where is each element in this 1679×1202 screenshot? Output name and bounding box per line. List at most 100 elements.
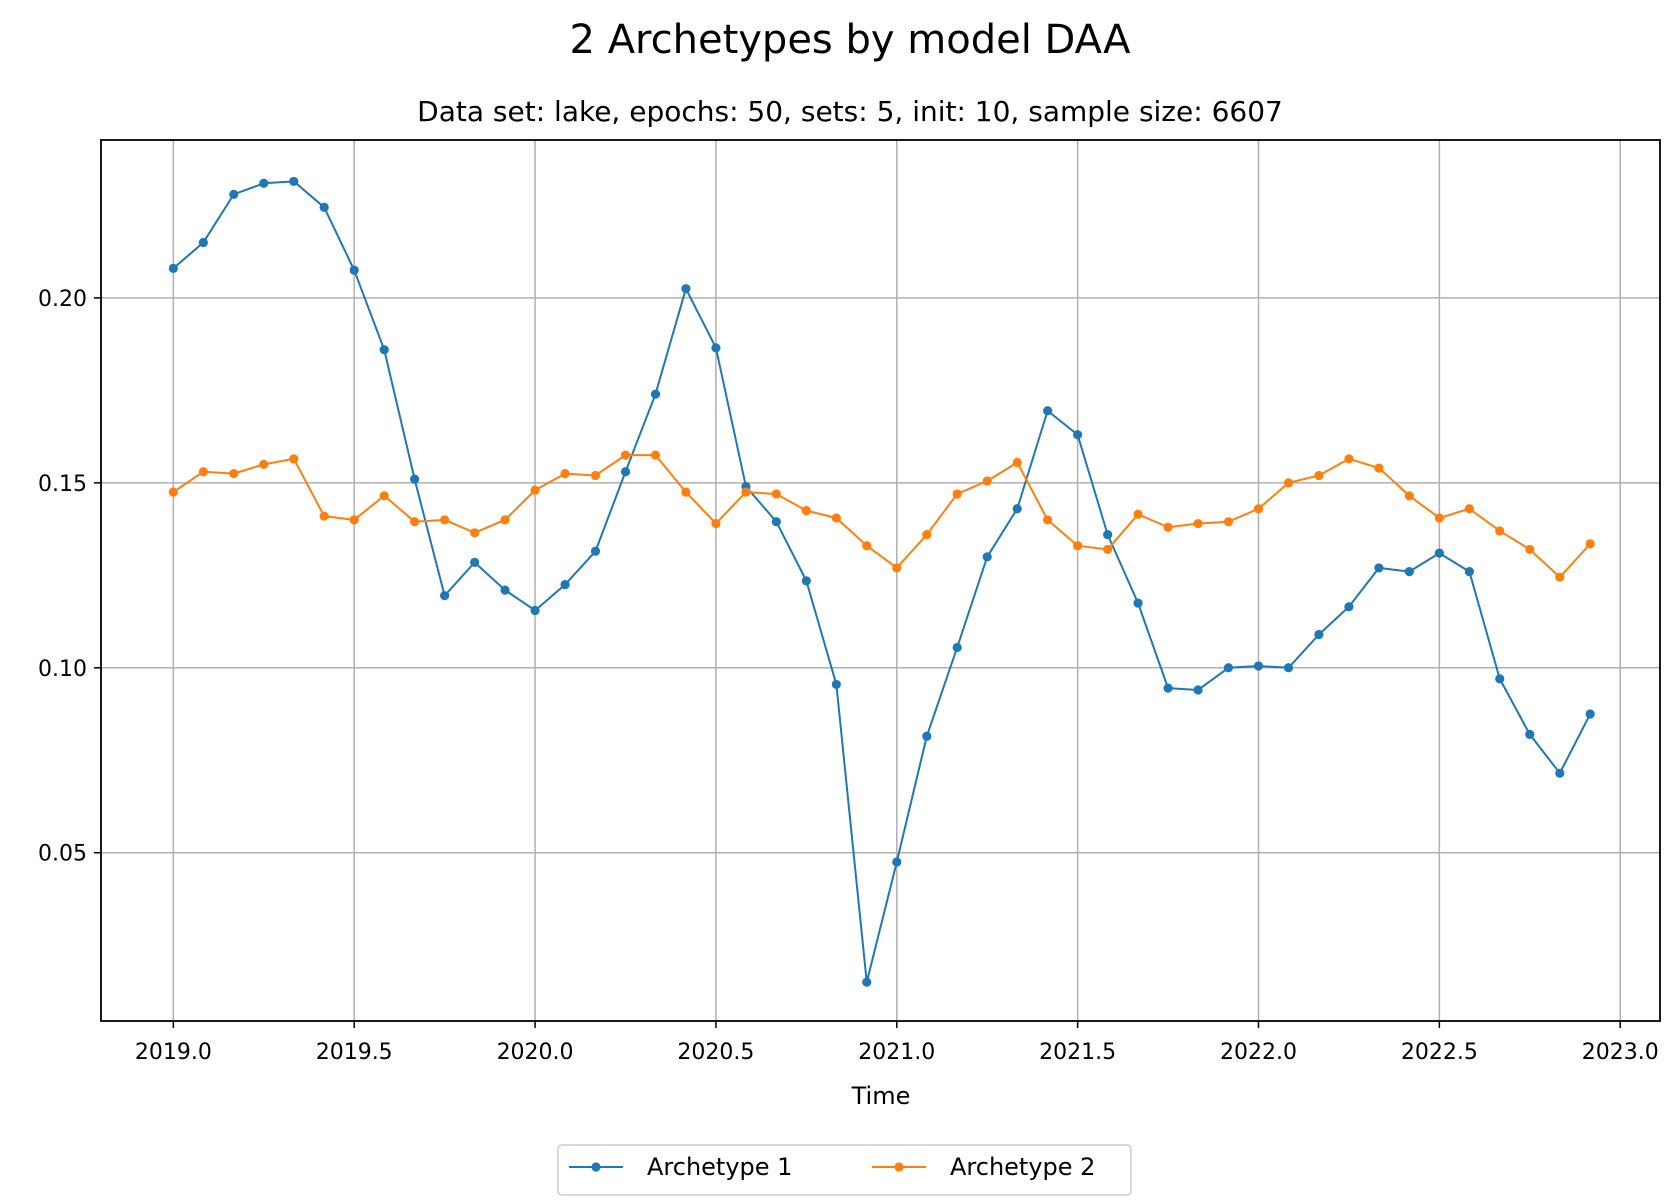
- y-tick-label: 0.10: [38, 657, 87, 682]
- data-point: [831, 679, 841, 690]
- plot-series: [168, 176, 1595, 987]
- data-point: [470, 528, 480, 538]
- y-tick-label: 0.15: [38, 472, 87, 497]
- data-point: [982, 552, 992, 562]
- data-point: [349, 265, 359, 275]
- data-point: [1464, 567, 1474, 577]
- data-point: [168, 487, 178, 497]
- data-point: [1193, 685, 1203, 695]
- data-point: [1344, 602, 1354, 612]
- data-point: [1193, 518, 1203, 529]
- data-point: [1073, 430, 1083, 440]
- data-point: [892, 563, 902, 573]
- data-point: [1464, 504, 1474, 514]
- data-point: [1073, 541, 1083, 551]
- legend-items: Archetype 1 Archetype 2: [569, 1153, 1095, 1181]
- data-point: [952, 642, 962, 653]
- data-point: [620, 467, 631, 477]
- chart-subtitle: Data set: lake, epochs: 50, sets: 5, ini…: [417, 95, 1283, 128]
- y-tick-label: 0.20: [38, 287, 87, 312]
- data-point: [1555, 768, 1565, 778]
- data-point: [410, 474, 420, 484]
- data-point: [711, 343, 721, 353]
- data-point: [1283, 478, 1294, 488]
- x-tick-label: 2021.5: [1039, 1040, 1116, 1065]
- x-tick-label: 2023.0: [1582, 1040, 1659, 1065]
- data-point: [892, 857, 902, 867]
- data-point: [1585, 709, 1595, 719]
- data-point: [379, 491, 389, 501]
- data-point: [1043, 406, 1053, 416]
- series-line-1: [172, 180, 1592, 984]
- series-line-2: [172, 454, 1591, 579]
- data-point: [982, 476, 992, 486]
- x-tick-label: 2020.0: [497, 1040, 574, 1065]
- data-point: [681, 284, 691, 294]
- data-point: [560, 469, 570, 479]
- legend-label: Archetype 1: [647, 1153, 792, 1181]
- data-point: [681, 487, 691, 497]
- data-point: [922, 530, 932, 540]
- data-point: [1103, 530, 1113, 540]
- data-point: [831, 513, 841, 523]
- data-point: [952, 489, 962, 499]
- data-point: [168, 263, 178, 273]
- data-point: [470, 557, 480, 567]
- legend-marker: [894, 1162, 904, 1172]
- legend-item-2: Archetype 2: [872, 1153, 1095, 1181]
- data-point: [1495, 674, 1505, 684]
- axis-ticks: 2019.0 2019.5 2020.0 2020.5 2021.0 2021.5 2022…: [38, 287, 1659, 1065]
- legend-item-1: Archetype 1: [569, 1153, 792, 1181]
- data-point: [379, 345, 389, 355]
- data-point: [801, 505, 811, 516]
- data-point: [198, 467, 208, 477]
- x-tick-label: 2022.5: [1401, 1040, 1478, 1065]
- data-point: [1133, 598, 1143, 608]
- data-point: [741, 487, 751, 497]
- data-point: [590, 546, 601, 556]
- data-point: [1314, 629, 1324, 640]
- data-point: [1253, 504, 1264, 514]
- data-point: [319, 511, 329, 521]
- legend-label: Archetype 2: [950, 1153, 1095, 1181]
- data-point: [1043, 515, 1053, 525]
- data-point: [500, 585, 510, 595]
- series-archetype-1: [168, 176, 1595, 987]
- data-point: [1404, 567, 1414, 577]
- x-tick-label: 2021.0: [858, 1040, 935, 1065]
- data-point: [1223, 663, 1234, 673]
- data-point: [1525, 544, 1535, 555]
- grid: [101, 140, 1660, 1021]
- y-tick-label: 0.05: [38, 842, 87, 867]
- data-point: [410, 517, 420, 527]
- data-point: [1374, 563, 1384, 573]
- data-point: [590, 470, 601, 481]
- data-point: [229, 189, 239, 199]
- data-point: [440, 515, 450, 525]
- data-point: [1283, 663, 1294, 673]
- data-point: [289, 176, 299, 187]
- x-tick-label: 2020.5: [677, 1040, 754, 1065]
- data-point: [259, 178, 269, 188]
- data-point: [530, 605, 540, 616]
- data-point: [289, 454, 299, 464]
- data-point: [440, 591, 450, 601]
- data-point: [862, 977, 872, 987]
- data-point: [862, 541, 872, 551]
- data-point: [1525, 729, 1535, 739]
- data-point: [1012, 504, 1022, 514]
- data-point: [1253, 661, 1264, 671]
- data-point: [198, 237, 208, 248]
- chart-title: 2 Archetypes by model DAA: [570, 17, 1132, 63]
- legend-frame: [557, 1144, 1132, 1196]
- data-point: [1344, 454, 1354, 464]
- series-archetype-2: [168, 450, 1595, 582]
- data-point: [1555, 572, 1565, 582]
- x-tick-label: 2019.5: [316, 1040, 393, 1065]
- data-point: [560, 579, 570, 590]
- data-point: [922, 731, 932, 741]
- legend: Archetype 1 Archetype 2: [557, 1144, 1132, 1196]
- x-axis-label: Time: [851, 1082, 911, 1110]
- data-point: [229, 469, 239, 479]
